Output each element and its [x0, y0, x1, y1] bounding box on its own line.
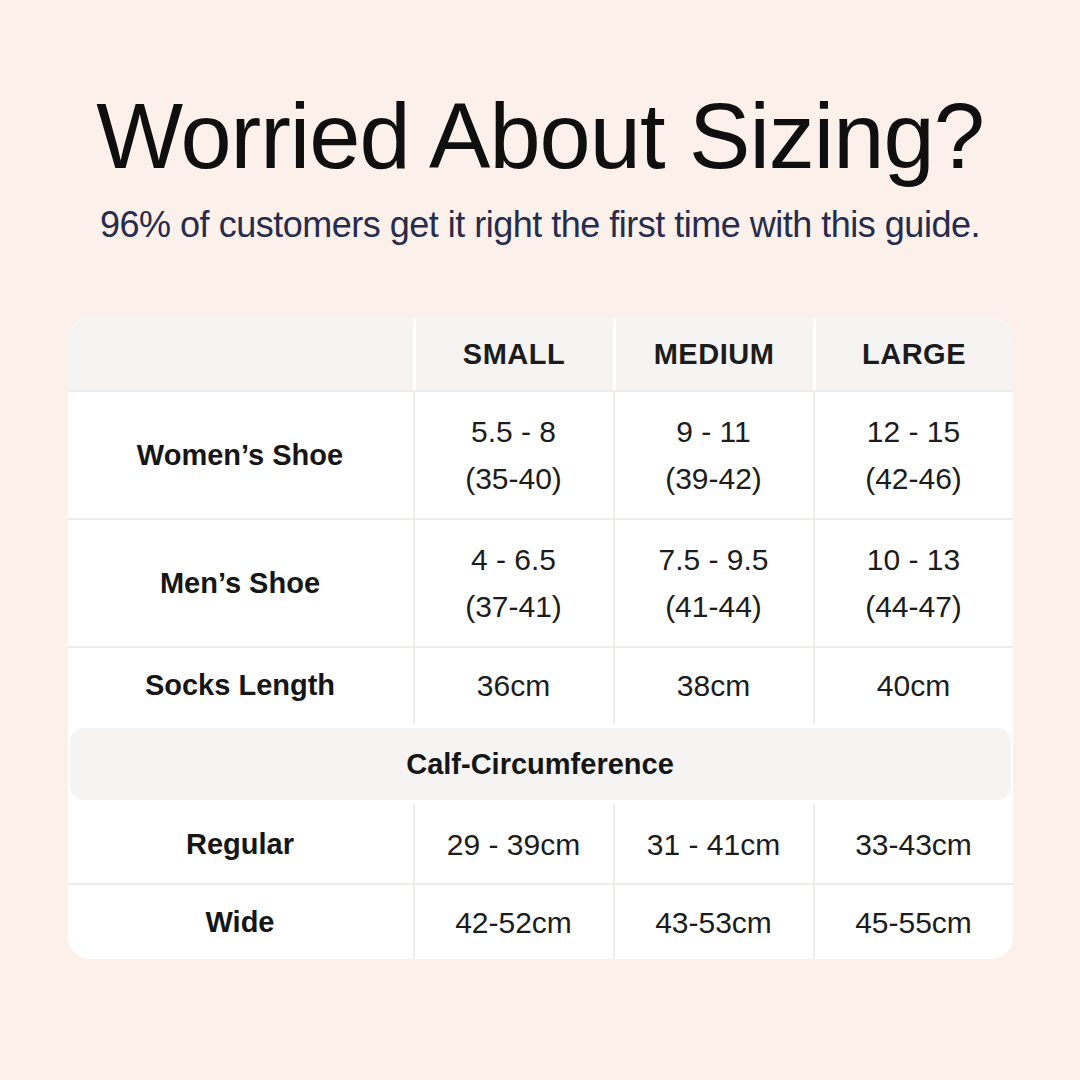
size-chart-table: SMALL MEDIUM LARGE Women’s Shoe 5.5 - 8 …: [68, 318, 1013, 959]
cell-wide-small: 42-52cm: [413, 885, 613, 959]
cell-mens-large: 10 - 13 (44-47): [813, 520, 1013, 646]
cell-regular-medium: 31 - 41cm: [613, 805, 813, 883]
cell-socks-medium: 38cm: [613, 648, 813, 723]
header-cell-medium: MEDIUM: [613, 318, 813, 390]
page-title: Worried About Sizing?: [0, 86, 1080, 187]
table-row-wide: Wide 42-52cm 43-53cm 45-55cm: [68, 883, 1013, 959]
cell-wide-medium: 43-53cm: [613, 885, 813, 959]
calf-circumference-section: Calf-Circumference: [68, 723, 1013, 805]
cell-regular-small: 29 - 39cm: [413, 805, 613, 883]
sizing-guide-infographic: Worried About Sizing? 96% of customers g…: [0, 86, 1080, 1080]
cell-womens-medium: 9 - 11 (39-42): [613, 392, 813, 518]
table-row-mens-shoe: Men’s Shoe 4 - 6.5 (37-41) 7.5 - 9.5 (41…: [68, 518, 1013, 646]
cell-regular-large: 33-43cm: [813, 805, 1013, 883]
cell-womens-large: 12 - 15 (42-46): [813, 392, 1013, 518]
cell-socks-large: 40cm: [813, 648, 1013, 723]
row-label-wide: Wide: [68, 885, 413, 959]
header-cell-empty: [68, 318, 413, 390]
table-row-regular: Regular 29 - 39cm 31 - 41cm 33-43cm: [68, 805, 1013, 883]
row-label-regular: Regular: [68, 805, 413, 883]
calf-circumference-section-header: Calf-Circumference: [70, 728, 1011, 800]
size-chart-header-row: SMALL MEDIUM LARGE: [68, 318, 1013, 390]
cell-womens-small: 5.5 - 8 (35-40): [413, 392, 613, 518]
page-subtitle: 96% of customers get it right the first …: [0, 201, 1080, 249]
table-row-socks-length: Socks Length 36cm 38cm 40cm: [68, 646, 1013, 723]
header-cell-small: SMALL: [413, 318, 613, 390]
cell-wide-large: 45-55cm: [813, 885, 1013, 959]
cell-mens-small: 4 - 6.5 (37-41): [413, 520, 613, 646]
table-row-womens-shoe: Women’s Shoe 5.5 - 8 (35-40) 9 - 11 (39-…: [68, 390, 1013, 518]
row-label-womens-shoe: Women’s Shoe: [68, 392, 413, 518]
cell-socks-small: 36cm: [413, 648, 613, 723]
cell-mens-medium: 7.5 - 9.5 (41-44): [613, 520, 813, 646]
row-label-socks-length: Socks Length: [68, 648, 413, 723]
row-label-mens-shoe: Men’s Shoe: [68, 520, 413, 646]
header-cell-large: LARGE: [813, 318, 1013, 390]
